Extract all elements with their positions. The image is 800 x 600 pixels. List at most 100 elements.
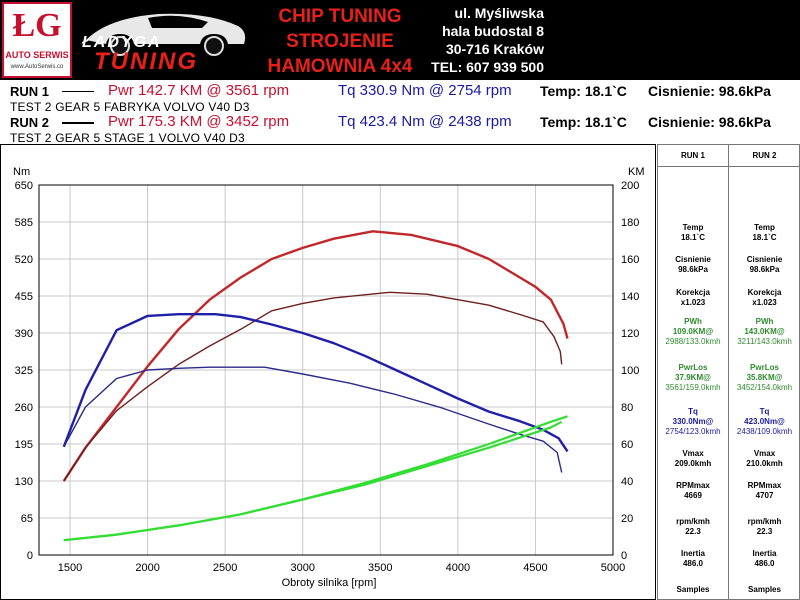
stats-label: PwrLos bbox=[750, 363, 779, 372]
run-name: RUN 1 bbox=[10, 84, 50, 99]
run-power: Pwr 175.3 KM @ 3452 rpm bbox=[108, 113, 290, 130]
run-pressure: Cisnienie: 98.6kPa bbox=[648, 114, 771, 130]
stats-cell: Vmax 209.0kmh bbox=[658, 449, 728, 469]
series-line-power_loss bbox=[63, 291, 563, 482]
series-line-power bbox=[62, 230, 569, 482]
series-line-torque_stock bbox=[63, 366, 563, 473]
stats-value: 109.0KM@ bbox=[672, 327, 714, 336]
stats-cell: Temp 18.1`C bbox=[729, 223, 800, 243]
x-tick-label: 2500 bbox=[213, 562, 237, 574]
stats-cell: Tq 423.0Nm@ 2438/109.0kmh bbox=[729, 407, 800, 437]
column-header: RUN 1 bbox=[658, 145, 728, 167]
y-right-tick-label: 180 bbox=[621, 217, 639, 229]
stats-cell: Korekcja x1.023 bbox=[729, 288, 800, 308]
run-1-summary: RUN 1 Pwr 142.7 KM @ 3561 rpm Tq 330.9 N… bbox=[0, 82, 800, 118]
stats-value: x1.023 bbox=[752, 298, 777, 307]
ag-auto-serwis-logo: ŁG AUTO SERWIS www.AutoSerwis.co bbox=[2, 2, 72, 78]
x-tick-label: 2000 bbox=[135, 562, 159, 574]
stats-value: 35.8KM@ bbox=[746, 373, 783, 382]
stats-label: rpm/kmh bbox=[747, 517, 782, 526]
stats-label: Cisnienie bbox=[675, 255, 711, 264]
y-right-tick-label: 80 bbox=[621, 402, 633, 414]
run-power: Pwr 142.7 KM @ 3561 rpm bbox=[108, 82, 290, 99]
run-2-stats-column: RUN 2 Temp 18.1`C Cisnienie 98.6kPa Korekcja… bbox=[729, 145, 800, 599]
y-right-tick-label: 160 bbox=[621, 254, 639, 266]
x-tick-label: 1500 bbox=[58, 562, 82, 574]
address-line: hala budostal 8 bbox=[442, 23, 544, 39]
stats-cell: Temp 18.1`C bbox=[658, 223, 728, 243]
run-torque: Tq 330.9 Nm @ 2754 rpm bbox=[338, 82, 512, 99]
y-left-tick-label: 325 bbox=[15, 365, 33, 377]
stats-cell: Samples bbox=[729, 585, 800, 595]
run-description: TEST 2 GEAR 5 STAGE 1 VOLVO V40 D3 bbox=[10, 131, 245, 145]
stats-cell: PWh 109.0KM@ 2988/133.0kmh bbox=[658, 317, 728, 347]
x-tick-label: 3500 bbox=[368, 562, 392, 574]
stats-value: x1.023 bbox=[680, 298, 706, 307]
stats-label: RPMmax bbox=[676, 481, 710, 490]
brand-wordmark: ŁADYGA TUNING bbox=[82, 34, 198, 76]
x-tick-label: 4500 bbox=[523, 562, 547, 574]
stats-cell: Cisnienie 98.6kPa bbox=[658, 255, 728, 275]
stats-label: Tq bbox=[759, 407, 770, 416]
series-line-torque bbox=[62, 312, 569, 453]
run-temp: Temp: 18.1`C bbox=[540, 114, 627, 130]
y-right-tick-label: 200 bbox=[621, 180, 639, 192]
y-left-tick-label: 0 bbox=[27, 550, 33, 562]
address-line: TEL: 607 939 500 bbox=[431, 59, 544, 75]
stats-value: 18.1`C bbox=[752, 233, 777, 242]
stats-cell: Inertia 486.0 bbox=[658, 549, 728, 569]
stats-cell: RPMmax 4669 bbox=[658, 481, 728, 501]
run-torque: Tq 423.4 Nm @ 2438 rpm bbox=[338, 113, 512, 130]
stats-value: 423.0Nm@ bbox=[744, 417, 785, 426]
stats-label: Vmax bbox=[753, 449, 776, 458]
stats-detail: 3452/154.0kmh bbox=[736, 383, 793, 392]
stats-label: Temp bbox=[682, 223, 704, 232]
stats-label: Korekcja bbox=[747, 288, 782, 297]
stats-cell: PwrLos 35.8KM@ 3452/154.0kmh bbox=[729, 363, 800, 393]
stats-label: Samples bbox=[748, 585, 781, 594]
plot-frame bbox=[38, 184, 614, 556]
stats-value: 486.0 bbox=[754, 559, 775, 568]
y-left-tick-label: 130 bbox=[15, 476, 33, 488]
stats-cell: Samples bbox=[658, 585, 728, 595]
stats-detail: 2988/133.0kmh bbox=[665, 337, 721, 346]
stats-detail: 3561/159.0kmh bbox=[665, 383, 721, 392]
stats-detail: 3211/143.0kmh bbox=[737, 337, 792, 346]
stats-label: PWh bbox=[755, 317, 774, 326]
stats-cell: Cisnienie 98.6kPa bbox=[729, 255, 800, 275]
stats-value: 486.0 bbox=[682, 559, 704, 568]
y-left-tick-label: 650 bbox=[15, 180, 33, 192]
ladyga-tuning-logo: ŁADYGA TUNING bbox=[78, 0, 250, 80]
stats-value: 209.0kmh bbox=[674, 459, 712, 468]
y-right-tick-label: 40 bbox=[621, 476, 633, 488]
stats-cell: Vmax 210.0kmh bbox=[729, 449, 800, 469]
stats-cell: rpm/kmh 22.3 bbox=[658, 517, 728, 537]
x-tick-label: 5000 bbox=[601, 562, 625, 574]
x-tick-label: 3000 bbox=[290, 562, 314, 574]
brand-bottom: TUNING bbox=[94, 48, 198, 75]
logo-letters: ŁG bbox=[12, 7, 62, 44]
title-line: STROJENIE bbox=[286, 31, 394, 52]
y-right-tick-label: 0 bbox=[621, 550, 627, 562]
stats-label: Vmax bbox=[682, 449, 704, 458]
stats-label: Korekcja bbox=[676, 288, 710, 297]
car-silhouette-icon bbox=[86, 13, 246, 56]
stats-label: Inertia bbox=[680, 549, 705, 558]
stats-value: 22.3 bbox=[685, 527, 701, 536]
stats-label: Tq bbox=[688, 407, 698, 416]
stats-label: RPMmax bbox=[747, 481, 782, 490]
run-name: RUN 2 bbox=[10, 115, 50, 130]
address-line: 30-716 Kraków bbox=[445, 41, 544, 57]
run-pressure: Cisnienie: 98.6kPa bbox=[648, 83, 771, 99]
y-right-unit: KM bbox=[628, 166, 645, 178]
y-left-tick-label: 585 bbox=[15, 217, 33, 229]
stats-value: 22.3 bbox=[756, 527, 773, 536]
column-header: RUN 2 bbox=[729, 145, 800, 167]
stats-value: 18.1`C bbox=[680, 233, 705, 242]
stats-value: 98.6kPa bbox=[678, 265, 708, 274]
series-line-loss bbox=[63, 415, 568, 542]
run-1-line-style bbox=[62, 91, 94, 92]
title-line: CHIP TUNING bbox=[278, 6, 402, 27]
y-right-tick-label: 100 bbox=[621, 365, 639, 377]
y-left-tick-label: 195 bbox=[15, 439, 33, 451]
